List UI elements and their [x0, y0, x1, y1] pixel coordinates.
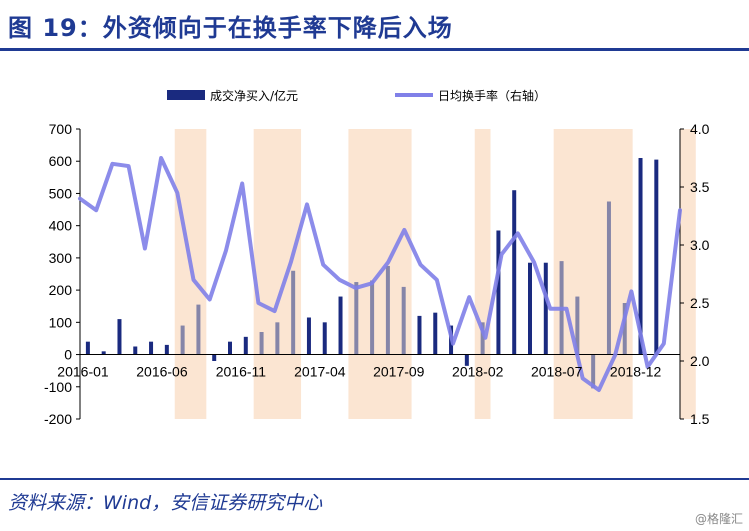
- bar: [370, 280, 375, 355]
- shaded-period: [474, 129, 491, 419]
- right-tick-label: 3.5: [690, 179, 710, 195]
- left-tick-label: 0: [64, 347, 72, 363]
- bar: [117, 319, 122, 355]
- bar: [133, 346, 138, 355]
- right-tick-label: 3.0: [690, 237, 710, 253]
- bar: [654, 159, 659, 355]
- x-tick-label: 2017-09: [373, 364, 425, 380]
- x-tick-label: 2016-01: [57, 364, 109, 380]
- bar: [385, 265, 390, 355]
- legend-line-label: 日均换手率（右轴）: [438, 88, 546, 103]
- bar: [85, 341, 90, 355]
- bar-series: [85, 158, 659, 389]
- bar: [149, 341, 154, 355]
- x-tick-label: 2018-12: [610, 364, 662, 380]
- legend-bar-label: 成交净买入/亿元: [210, 88, 298, 103]
- shaded-period: [680, 129, 696, 419]
- bar: [354, 282, 359, 355]
- bar: [338, 296, 343, 355]
- left-tick-label: 700: [49, 121, 73, 137]
- right-tick-label: 2.0: [690, 353, 710, 369]
- legend-bar-swatch: [167, 90, 205, 100]
- bar: [259, 332, 264, 355]
- x-tick-label: 2017-04: [294, 364, 346, 380]
- x-tick-label: 2018-02: [452, 364, 504, 380]
- right-tick-label: 1.5: [690, 411, 710, 427]
- bar: [433, 312, 438, 355]
- left-tick-label: 300: [49, 250, 73, 266]
- left-tick-label: 400: [49, 218, 73, 234]
- source-note: 资料来源：Wind，安信证券研究中心: [8, 492, 323, 514]
- figure-title: 图 19：外资倾向于在换手率下降后入场: [8, 14, 453, 42]
- chart: -200 -100 0 100 200 300 400 500 600 700 1.5 2.0 2.5…: [44, 88, 710, 427]
- left-tick-label: 100: [49, 314, 73, 330]
- left-tick-label: 200: [49, 282, 73, 298]
- x-tick-label: 2016-11: [216, 364, 267, 380]
- bar: [401, 286, 406, 355]
- bar: [164, 344, 169, 355]
- legend: 成交净买入/亿元 日均换手率（右轴）: [167, 88, 546, 103]
- bar: [464, 354, 469, 366]
- bar: [322, 322, 327, 355]
- bar: [591, 354, 596, 389]
- title-divider: [0, 48, 749, 51]
- bar: [638, 158, 643, 355]
- bar: [496, 230, 501, 355]
- bar: [606, 201, 611, 355]
- right-tick-label: 4.0: [690, 121, 710, 137]
- footer-divider: [0, 478, 749, 480]
- bar: [622, 303, 627, 355]
- bar: [291, 270, 296, 355]
- bar: [528, 262, 532, 355]
- right-tick-label: 2.5: [690, 295, 710, 311]
- bar: [543, 262, 548, 355]
- left-y-ticks: -200 -100 0 100 200 300 400 500 600 700: [44, 121, 80, 427]
- bar: [180, 325, 185, 355]
- bar: [243, 336, 248, 355]
- left-tick-label: -100: [44, 379, 72, 395]
- bar: [228, 341, 232, 355]
- bar: [196, 304, 201, 355]
- bar: [417, 315, 422, 355]
- left-tick-label: -200: [44, 411, 72, 427]
- bar: [480, 322, 485, 355]
- bar: [306, 317, 311, 355]
- bar: [575, 296, 580, 355]
- left-tick-label: 600: [49, 153, 73, 169]
- x-tick-label: 2016-06: [136, 364, 188, 380]
- x-tick-label: 2018-07: [531, 364, 583, 380]
- bar: [212, 354, 217, 361]
- left-tick-label: 500: [49, 185, 73, 201]
- bar: [101, 351, 106, 355]
- right-y-ticks: 1.5 2.0 2.5 3.0 3.5 4.0: [680, 121, 710, 427]
- bar: [275, 322, 280, 355]
- bar: [512, 190, 517, 355]
- watermark: @格隆汇: [694, 512, 743, 526]
- turnover-line: [78, 156, 682, 392]
- x-tick-labels: 2016-01 2016-06 2016-11 2017-04 2017-09 2018-…: [57, 364, 661, 380]
